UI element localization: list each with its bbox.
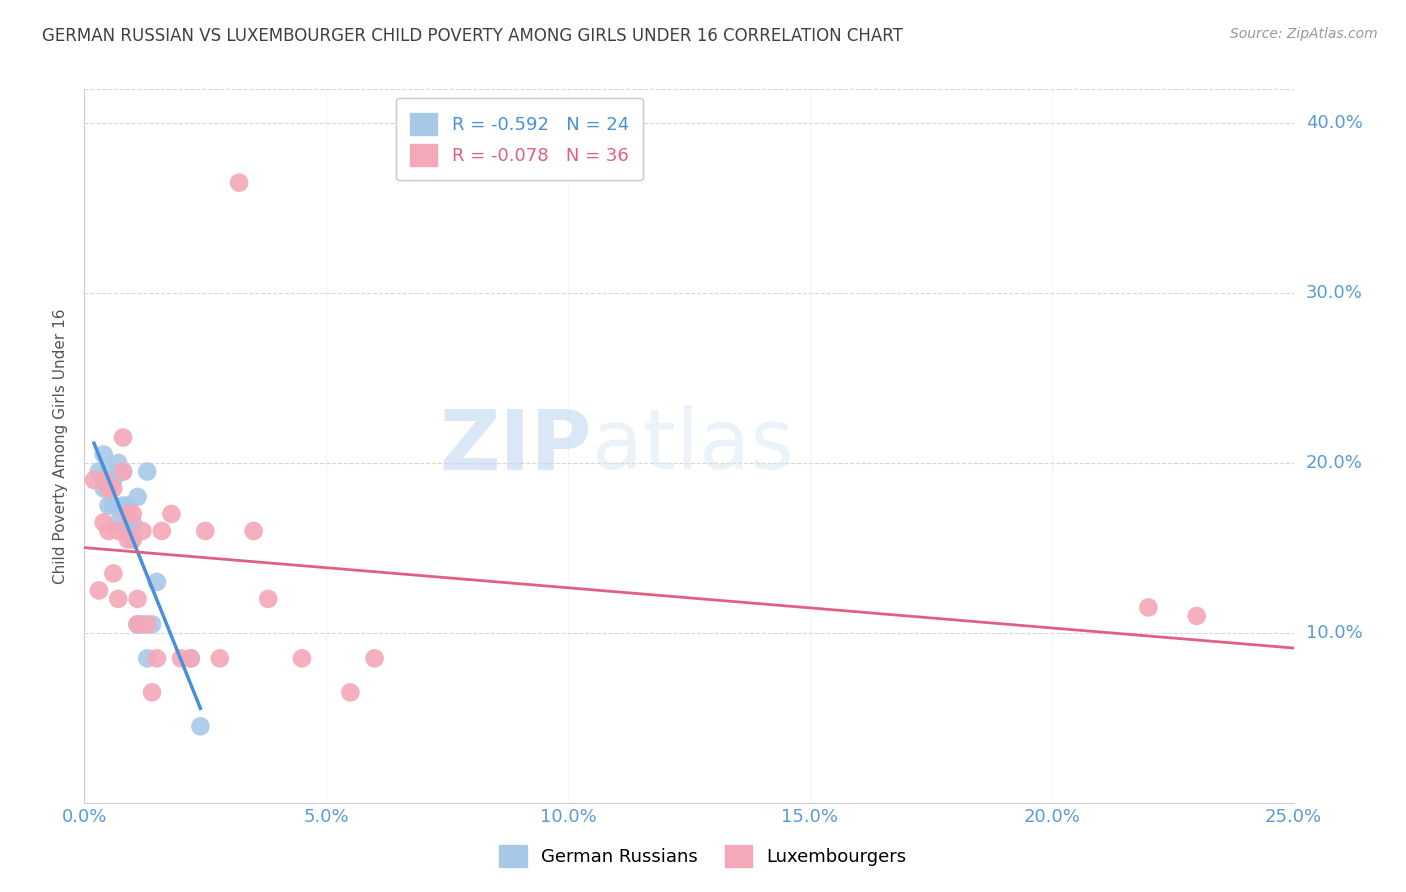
Point <box>117 499 139 513</box>
Text: atlas: atlas <box>592 406 794 486</box>
Point <box>121 533 143 547</box>
Text: ZIP: ZIP <box>440 406 592 486</box>
Point <box>136 617 159 632</box>
Point <box>146 574 169 589</box>
Point <box>97 465 120 479</box>
Point <box>1185 608 1208 623</box>
Legend: German Russians, Luxembourgers: German Russians, Luxembourgers <box>492 838 914 874</box>
Point <box>117 524 139 538</box>
Point <box>121 507 143 521</box>
Point <box>112 465 135 479</box>
Point <box>150 524 173 538</box>
Point <box>97 499 120 513</box>
Point <box>127 617 149 632</box>
Point <box>93 473 115 487</box>
Point <box>83 473 105 487</box>
Point <box>180 651 202 665</box>
Point <box>97 524 120 538</box>
Point <box>136 465 159 479</box>
Point <box>117 533 139 547</box>
Point <box>97 482 120 496</box>
Point <box>141 617 163 632</box>
Point <box>257 591 280 606</box>
Text: 40.0%: 40.0% <box>1306 114 1362 132</box>
Point <box>131 524 153 538</box>
Point <box>170 651 193 665</box>
Point <box>141 685 163 699</box>
Point <box>103 482 125 496</box>
Point <box>127 617 149 632</box>
Point <box>291 651 314 665</box>
Point <box>136 651 159 665</box>
Point <box>339 685 361 699</box>
Point <box>112 430 135 444</box>
Point <box>107 456 129 470</box>
Point <box>103 499 125 513</box>
Point <box>363 651 385 665</box>
Point <box>160 507 183 521</box>
Point <box>121 533 143 547</box>
Point <box>180 651 202 665</box>
Point <box>93 448 115 462</box>
Point <box>127 490 149 504</box>
Point <box>1137 600 1160 615</box>
Point <box>190 719 212 733</box>
Point <box>112 465 135 479</box>
Text: 10.0%: 10.0% <box>1306 624 1362 642</box>
Point <box>103 473 125 487</box>
Text: 20.0%: 20.0% <box>1306 454 1362 472</box>
Point <box>146 651 169 665</box>
Point <box>117 507 139 521</box>
Point <box>107 524 129 538</box>
Point <box>131 617 153 632</box>
Point <box>194 524 217 538</box>
Y-axis label: Child Poverty Among Girls Under 16: Child Poverty Among Girls Under 16 <box>53 309 69 583</box>
Point <box>93 482 115 496</box>
Point <box>87 583 110 598</box>
Point <box>93 516 115 530</box>
Point <box>107 591 129 606</box>
Point <box>112 499 135 513</box>
Text: 30.0%: 30.0% <box>1306 284 1362 302</box>
Point <box>127 591 149 606</box>
Point <box>242 524 264 538</box>
Text: GERMAN RUSSIAN VS LUXEMBOURGER CHILD POVERTY AMONG GIRLS UNDER 16 CORRELATION CH: GERMAN RUSSIAN VS LUXEMBOURGER CHILD POV… <box>42 27 903 45</box>
Point <box>121 516 143 530</box>
Text: Source: ZipAtlas.com: Source: ZipAtlas.com <box>1230 27 1378 41</box>
Point <box>228 176 250 190</box>
Point <box>107 516 129 530</box>
Point <box>87 465 110 479</box>
Legend: R = -0.592   N = 24, R = -0.078   N = 36: R = -0.592 N = 24, R = -0.078 N = 36 <box>396 98 644 180</box>
Point <box>103 566 125 581</box>
Point <box>208 651 231 665</box>
